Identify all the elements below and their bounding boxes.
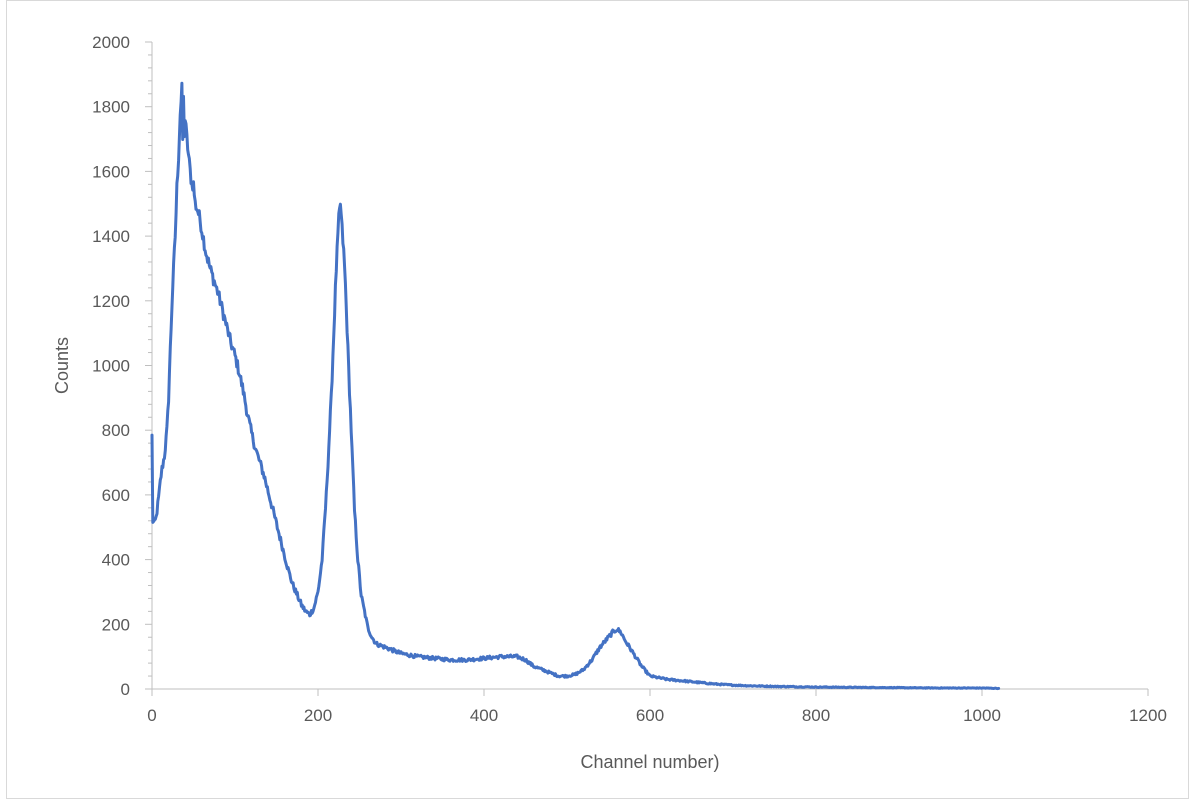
y-tick-label: 800 (102, 421, 130, 440)
x-tick-label: 800 (802, 706, 830, 725)
x-axis-title: Channel number) (580, 752, 719, 772)
y-tick-label: 200 (102, 615, 130, 634)
x-tick-label: 1000 (963, 706, 1001, 725)
x-tick-label: 200 (304, 706, 332, 725)
x-tick-label: 1200 (1129, 706, 1167, 725)
tick-labels: 0 200 400 600 800 1000 1200 1400 1600 1800 2000 0 20… (92, 33, 1167, 725)
x-tick-label: 0 (147, 706, 156, 725)
y-tick-label: 1000 (92, 357, 130, 376)
y-tick-label: 0 (121, 680, 130, 699)
y-tick-label: 400 (102, 551, 130, 570)
y-tick-label: 1400 (92, 227, 130, 246)
chart-area (6, 0, 1189, 799)
y-tick-label: 1600 (92, 162, 130, 181)
axes (151, 42, 1148, 690)
x-tick-label: 600 (636, 706, 664, 725)
y-tick-label: 1800 (92, 98, 130, 117)
x-tick-label: 400 (470, 706, 498, 725)
y-axis-title: Counts (52, 337, 72, 394)
y-tick-label: 600 (102, 486, 130, 505)
series-line-counts (150, 81, 1001, 691)
y-tick-label: 1200 (92, 292, 130, 311)
y-tick-label: 2000 (92, 33, 130, 52)
tick-marks (145, 41, 1149, 696)
